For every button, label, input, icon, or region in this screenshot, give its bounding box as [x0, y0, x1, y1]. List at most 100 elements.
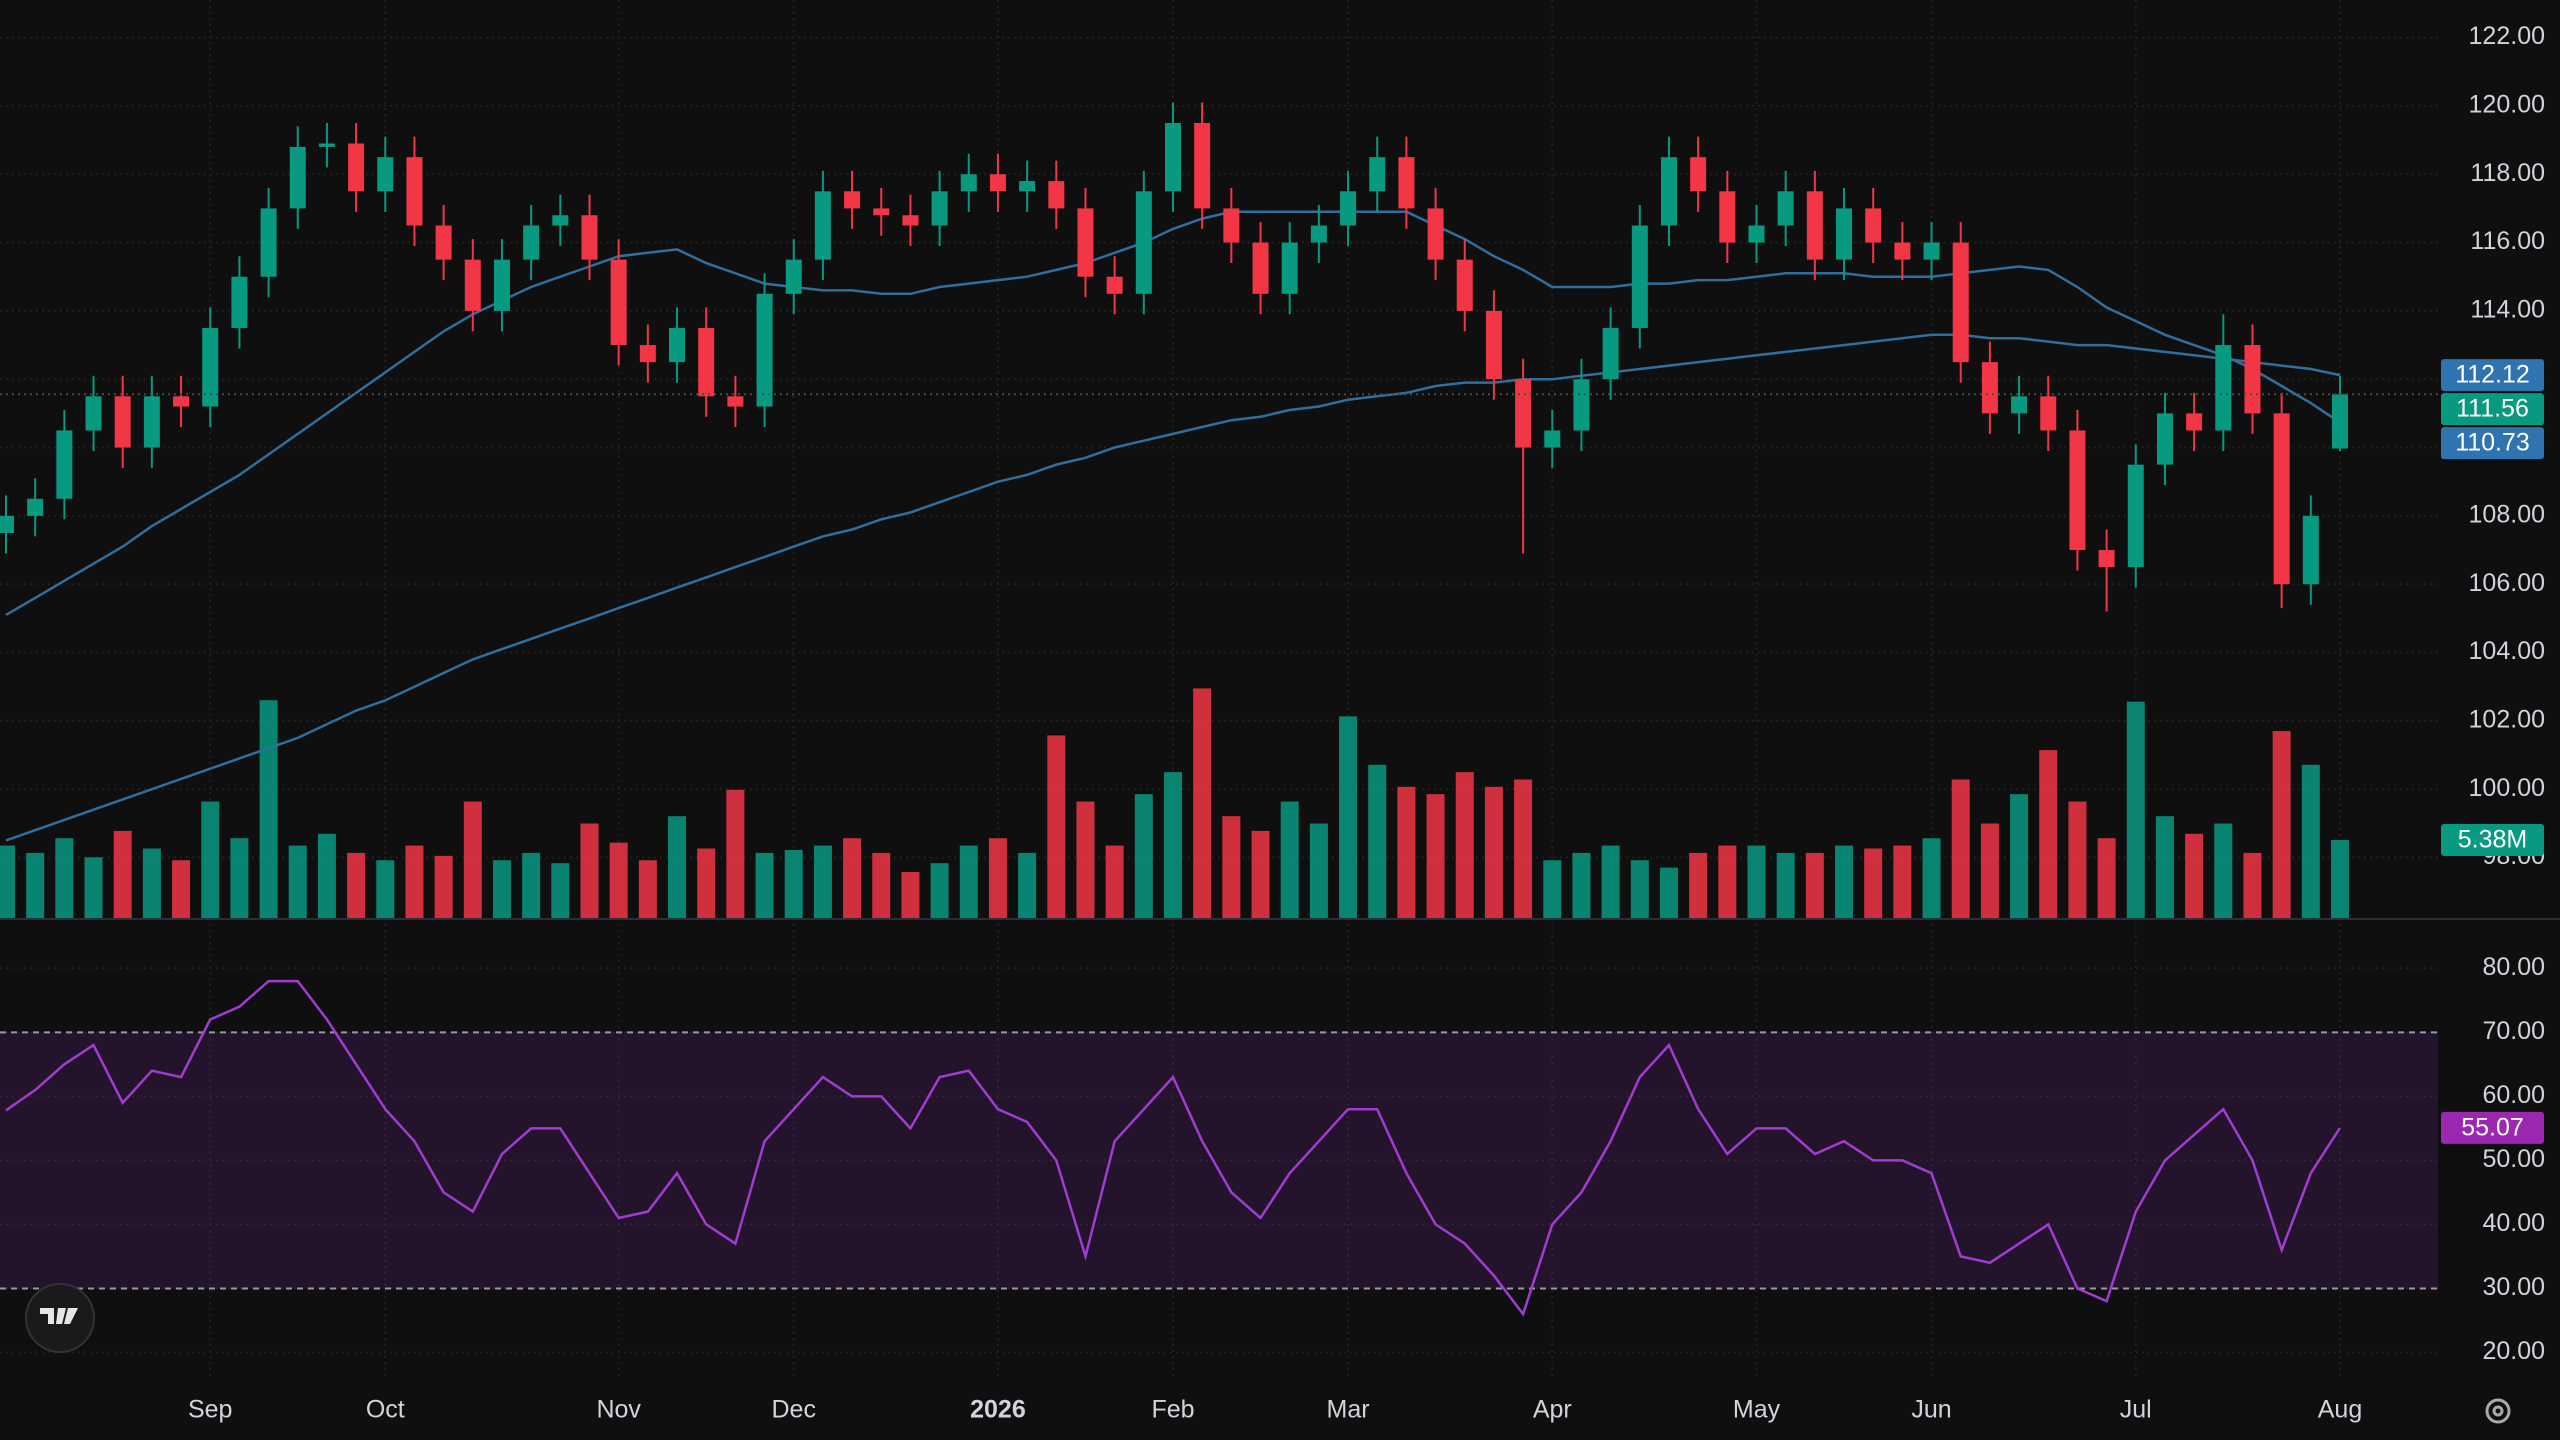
- rsi-tick-label: 70.00: [2482, 1017, 2545, 1045]
- candle-body: [1865, 208, 1882, 243]
- volume-bar: [1922, 838, 1941, 919]
- candle-body: [2127, 464, 2144, 568]
- rsi-line: [5, 979, 2342, 1317]
- candle-body: [785, 259, 802, 294]
- volume-bar: [2331, 839, 2349, 919]
- volume-bar: [2155, 816, 2174, 919]
- candle-body: [1310, 225, 1327, 243]
- volume-bar: [726, 789, 745, 919]
- candle-body: [1281, 242, 1298, 294]
- volume-bar: [1864, 848, 1883, 919]
- x-tick-label: Jul: [2120, 1396, 2152, 1424]
- volume-bar: [1893, 845, 1912, 919]
- volume-bar: [2126, 701, 2145, 919]
- candle-body: [1427, 208, 1444, 260]
- candle-body: [85, 396, 102, 431]
- volume-bar: [1251, 830, 1270, 919]
- y-tick-label: 122.00: [2469, 22, 2545, 50]
- volume-bar: [1835, 845, 1854, 919]
- tradingview-logo[interactable]: [25, 1283, 95, 1353]
- settings-button[interactable]: [2485, 1398, 2511, 1424]
- candle-body: [1806, 191, 1823, 260]
- gear-hub[interactable]: [2492, 1405, 2504, 1417]
- candle-body: [2302, 515, 2319, 585]
- volume-bar: [755, 852, 774, 919]
- volume-bar: [1514, 779, 1533, 919]
- candle-body: [1456, 259, 1473, 311]
- moving-average: [5, 210, 2341, 616]
- volume-label: 5.38M: [2458, 826, 2527, 854]
- volume-bar: [551, 863, 570, 919]
- volume-bar: [2272, 731, 2291, 919]
- candle-body: [902, 215, 919, 226]
- volume-bar: [1718, 845, 1737, 919]
- rsi-label-bg: [2441, 1111, 2544, 1144]
- candle-body: [1660, 157, 1677, 226]
- volume-label-bg: [2441, 823, 2544, 856]
- volume-bar: [959, 845, 978, 919]
- volume-bar: [813, 845, 832, 919]
- candle-body: [1019, 181, 1036, 192]
- volume-bar: [1572, 852, 1591, 919]
- gear-ring[interactable]: [2485, 1398, 2511, 1424]
- volume-bar: [463, 801, 482, 919]
- candle-body: [1223, 208, 1240, 243]
- volume-bar: [1776, 852, 1795, 919]
- candle-body: [1369, 157, 1386, 192]
- candle-body: [1952, 242, 1969, 363]
- y-tick-label: 108.00: [2469, 500, 2545, 528]
- volume-bar: [2185, 833, 2204, 919]
- candle-body: [2273, 413, 2290, 585]
- candle-body: [2244, 345, 2261, 414]
- candle-body: [1515, 379, 1532, 448]
- candle-body: [1894, 242, 1911, 260]
- candle-body: [2332, 394, 2348, 449]
- x-tick-label: May: [1733, 1396, 1781, 1424]
- volume-bar: [1747, 845, 1766, 919]
- candle-body: [1252, 242, 1269, 294]
- x-tick-label: Aug: [2318, 1396, 2362, 1424]
- volume-bar: [1689, 852, 1708, 919]
- volume-bar: [2097, 838, 2116, 919]
- volume-bar: [1018, 852, 1037, 919]
- volume-bar: [901, 872, 920, 919]
- candle-body: [2215, 345, 2232, 431]
- candle-body: [931, 191, 948, 226]
- volume-bar: [0, 845, 15, 919]
- volume-bar: [1630, 860, 1649, 919]
- candle-body: [698, 327, 715, 397]
- volume-bar: [1164, 772, 1182, 919]
- plot-layer: [0, 102, 2438, 1317]
- volume-bar: [84, 857, 103, 919]
- logo-mark[interactable]: [40, 1308, 78, 1324]
- volume-bar: [142, 848, 161, 919]
- x-tick-label: 2026: [970, 1396, 1026, 1424]
- candle-body: [1485, 310, 1502, 380]
- volume-bar: [376, 860, 395, 919]
- volume-bar: [2010, 794, 2029, 919]
- volume-bar: [843, 838, 862, 919]
- volume-bar: [172, 860, 191, 919]
- volume-bar: [1601, 845, 1620, 919]
- candle-body: [435, 225, 452, 260]
- volume-bar: [2243, 852, 2262, 919]
- candle-body: [143, 396, 160, 448]
- candle-body: [1981, 362, 1998, 414]
- volume-bar: [697, 848, 716, 919]
- volume-bar: [55, 838, 74, 919]
- volume-bar: [2039, 750, 2058, 919]
- candle-body: [639, 345, 656, 363]
- volume-bar: [1076, 801, 1095, 919]
- candle-body: [1106, 276, 1123, 294]
- y-tick-label: 104.00: [2469, 637, 2545, 665]
- candle-body: [1077, 208, 1094, 277]
- candle-body: [1777, 191, 1794, 226]
- volume-bar: [26, 852, 45, 919]
- volume-bar: [1309, 823, 1328, 919]
- y-tick-label: 114.00: [2470, 295, 2545, 323]
- candle-body: [1690, 157, 1707, 192]
- price-label: 111.56: [2456, 395, 2529, 423]
- volume-bar: [1484, 786, 1503, 919]
- candle-body: [202, 327, 219, 407]
